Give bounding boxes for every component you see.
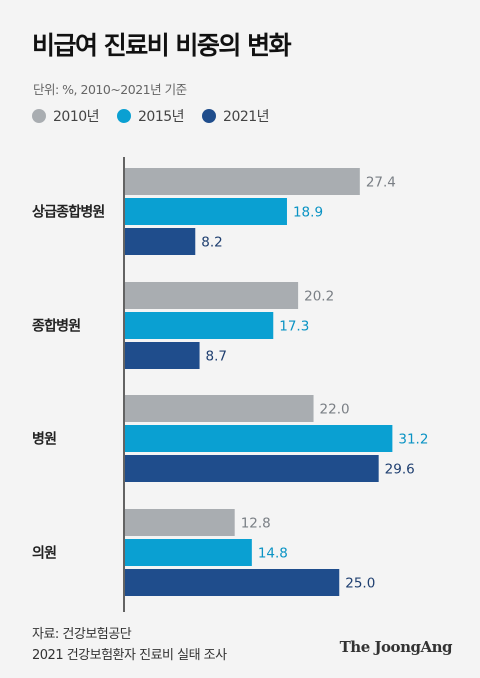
legend-swatch-2010 bbox=[32, 109, 46, 123]
bar-2015 bbox=[125, 198, 287, 225]
legend-item-2010: 2010년 bbox=[32, 106, 100, 126]
value-label-2015: 31.2 bbox=[398, 432, 428, 448]
bar-2015 bbox=[125, 312, 274, 339]
legend-swatch-2021 bbox=[202, 109, 217, 123]
value-label-2010: 27.4 bbox=[366, 175, 396, 191]
legend: 2010년 2015년 2021년 bbox=[32, 106, 270, 126]
value-label-2021: 8.7 bbox=[206, 349, 227, 365]
category-label: 의원 bbox=[32, 545, 56, 562]
bar-2010 bbox=[125, 168, 360, 195]
value-label-2021: 25.0 bbox=[345, 576, 375, 592]
bar-2010 bbox=[125, 282, 299, 309]
value-label-2021: 8.2 bbox=[201, 235, 222, 251]
survey-note: 2021 건강보험환자 진료비 실태 조사 bbox=[32, 648, 227, 663]
legend-label-2015: 2015년 bbox=[138, 109, 185, 125]
source-note: 자료: 건강보험공단 bbox=[32, 627, 132, 642]
footer: 자료: 건강보험공단 2021 건강보험환자 진료비 실태 조사 bbox=[32, 624, 227, 666]
bar-2021 bbox=[125, 455, 379, 482]
bar-2021 bbox=[125, 569, 340, 596]
value-label-2010: 22.0 bbox=[320, 402, 350, 418]
value-label-2015: 14.8 bbox=[258, 546, 288, 562]
category-label: 상급종합병원 bbox=[32, 204, 104, 221]
unit-note: 단위: %, 2010~2021년 기준 bbox=[33, 82, 187, 97]
legend-item-2015: 2015년 bbox=[117, 106, 185, 126]
value-label-2010: 20.2 bbox=[304, 289, 334, 305]
brand-logo: The JoongAng bbox=[339, 638, 453, 656]
category-label: 병원 bbox=[32, 431, 56, 448]
bar-2010 bbox=[125, 509, 235, 536]
bar-2015 bbox=[125, 425, 393, 452]
value-label-2015: 18.9 bbox=[293, 205, 323, 221]
value-label-2021: 29.6 bbox=[385, 462, 415, 478]
bar-2021 bbox=[125, 228, 196, 255]
bar-2015 bbox=[125, 539, 252, 566]
bar-2010 bbox=[125, 395, 314, 422]
bar-2021 bbox=[125, 342, 200, 369]
legend-item-2021: 2021년 bbox=[202, 106, 270, 126]
category-label: 종합병원 bbox=[32, 318, 80, 335]
value-label-2015: 17.3 bbox=[279, 319, 309, 335]
legend-label-2010: 2010년 bbox=[53, 109, 100, 125]
value-label-2010: 12.8 bbox=[241, 516, 271, 532]
chart-title: 비급여 진료비 비중의 변화 bbox=[32, 31, 292, 60]
legend-swatch-2015 bbox=[117, 109, 132, 123]
legend-label-2021: 2021년 bbox=[223, 109, 270, 125]
